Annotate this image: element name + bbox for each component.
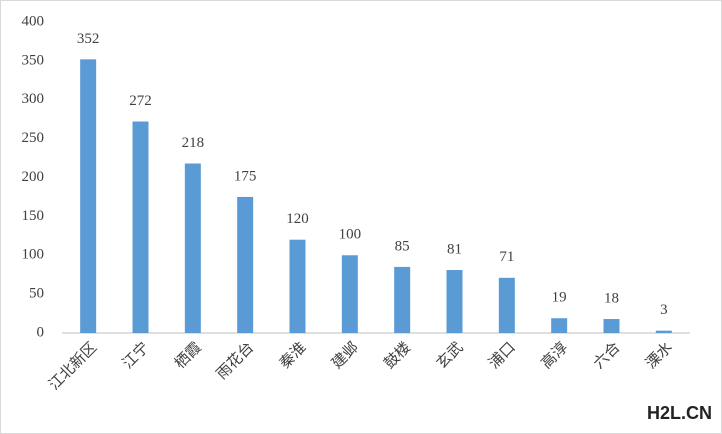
data-label: 85 bbox=[395, 238, 410, 254]
data-label: 218 bbox=[182, 135, 205, 151]
bar bbox=[446, 270, 463, 333]
bar bbox=[80, 59, 97, 333]
data-label: 100 bbox=[339, 227, 362, 243]
data-label: 352 bbox=[77, 31, 100, 47]
bar bbox=[184, 163, 201, 333]
data-label: 120 bbox=[286, 211, 309, 227]
y-tick-label: 150 bbox=[22, 208, 45, 224]
bar bbox=[132, 121, 149, 334]
data-label: 175 bbox=[234, 168, 257, 184]
y-tick-label: 350 bbox=[22, 52, 45, 68]
bar bbox=[498, 277, 515, 333]
bar bbox=[289, 239, 306, 333]
bar bbox=[603, 319, 620, 333]
bar bbox=[394, 266, 411, 333]
y-tick-label: 50 bbox=[29, 286, 44, 302]
y-tick-label: 100 bbox=[22, 247, 45, 263]
data-label: 19 bbox=[552, 290, 567, 306]
y-tick-label: 200 bbox=[22, 169, 45, 185]
bar bbox=[551, 318, 568, 333]
y-tick-label: 400 bbox=[22, 13, 45, 29]
data-label: 3 bbox=[660, 302, 668, 318]
bar bbox=[341, 255, 358, 333]
bar bbox=[655, 330, 672, 333]
y-tick-label: 0 bbox=[37, 324, 45, 340]
data-label: 18 bbox=[604, 290, 619, 306]
y-tick-label: 250 bbox=[22, 130, 45, 146]
watermark: H2L.CN bbox=[647, 403, 712, 423]
bar bbox=[237, 196, 254, 333]
data-label: 71 bbox=[499, 249, 514, 265]
data-label: 272 bbox=[129, 93, 152, 109]
data-label: 81 bbox=[447, 241, 462, 257]
y-tick-label: 300 bbox=[22, 91, 45, 107]
